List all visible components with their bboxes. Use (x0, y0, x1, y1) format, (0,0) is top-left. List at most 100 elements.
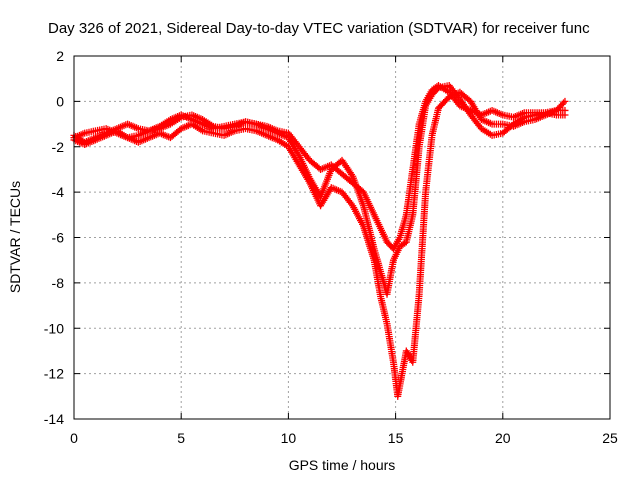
data-point-run (72, 130, 87, 141)
data-point-run (422, 134, 436, 194)
data-point-run (360, 224, 377, 262)
data-point-run (378, 226, 390, 244)
data-point-run (349, 174, 367, 208)
x-tick-label: 15 (388, 430, 404, 446)
data-point-run (233, 119, 248, 130)
data-point-run (403, 168, 416, 217)
data-point (561, 97, 569, 105)
data-point-run (409, 145, 423, 217)
x-axis-label: GPS time / hours (289, 457, 396, 473)
data-point-run (125, 134, 140, 145)
data-point-run (168, 114, 183, 127)
data-point-run (371, 258, 384, 298)
data-point-run (200, 117, 216, 129)
data-point-run (222, 128, 237, 139)
data-point-run (340, 171, 355, 186)
data-point-run (136, 128, 151, 139)
data-point-run (276, 137, 291, 150)
data-point-run (158, 121, 173, 132)
data-point-run (479, 116, 494, 127)
data-point-run (254, 128, 269, 139)
data-point-run (286, 145, 302, 167)
y-tick-label: -2 (52, 139, 65, 155)
y-axis-label: SDTVAR / TECUs (7, 181, 23, 293)
data-point-run (429, 106, 442, 137)
data-point-run (468, 99, 484, 122)
y-tick-label: -4 (52, 184, 65, 200)
data-point-run (383, 322, 397, 364)
y-tick-label: 2 (56, 48, 64, 64)
data-point-run (286, 131, 302, 149)
y-tick-label: -12 (44, 366, 64, 382)
data-point-run (360, 190, 377, 217)
data-point-run (72, 137, 87, 148)
x-tick-label: 5 (177, 430, 185, 446)
y-tick-label: -14 (44, 411, 64, 427)
grid (74, 56, 610, 419)
data-point-run (377, 295, 390, 326)
data-point-run (554, 99, 567, 113)
data-point-run (415, 190, 429, 296)
data-point-run (371, 247, 384, 273)
data-point-run (511, 119, 526, 130)
data-point-run (254, 121, 269, 132)
y-tick-label: -6 (52, 230, 65, 246)
data-point-run (391, 235, 403, 251)
data-point-run (115, 121, 130, 132)
data-point-run (457, 97, 473, 117)
data-point-run (511, 110, 526, 120)
data-point-run (398, 239, 409, 249)
y-tick-label: -10 (44, 320, 64, 336)
x-tick-label: 0 (70, 430, 78, 446)
data-point-run (416, 104, 429, 149)
data-point-run (397, 213, 410, 239)
data-point-run (125, 121, 140, 132)
data-point-run (318, 185, 334, 208)
data-point-run (533, 112, 548, 123)
data-point-run (265, 125, 280, 136)
data-point-run (179, 121, 194, 132)
data-point (561, 106, 569, 114)
x-tick-label: 10 (281, 430, 297, 446)
data-point-run (429, 85, 441, 97)
data-point-run (93, 132, 108, 143)
chart-title: Day 326 of 2021, Sidereal Day-to-day VTE… (48, 20, 590, 37)
data-point-run (468, 113, 484, 131)
data-point-run (555, 111, 567, 119)
data-point-run (265, 132, 280, 143)
data-point-run (360, 204, 378, 251)
data-point-run (190, 112, 205, 123)
data-point-run (190, 121, 205, 134)
data-point-run (544, 107, 559, 118)
data-point-run (317, 167, 334, 199)
data-point-run (115, 128, 130, 140)
data-point-run (297, 145, 312, 163)
data-point-run (307, 181, 324, 208)
data-point-run (409, 122, 423, 171)
data-points (70, 81, 569, 400)
data-point-run (479, 107, 494, 118)
data-point-run (490, 107, 505, 118)
data-point-run (403, 213, 416, 244)
data-point-run (394, 372, 406, 398)
x-tick-label: 20 (495, 430, 511, 446)
data-point-run (168, 126, 184, 140)
data-point-run (136, 134, 151, 145)
data-point-run (436, 94, 452, 111)
data-point-run (383, 258, 397, 296)
data-point-run (458, 90, 473, 104)
data-point-run (296, 163, 313, 185)
data-point-run (286, 136, 302, 158)
data-point-run (479, 126, 494, 138)
data-point-run (296, 154, 313, 181)
x-tick-label: 25 (602, 430, 618, 446)
data-point-run (339, 158, 355, 178)
data-point-run (190, 116, 205, 127)
data-point-run (350, 204, 366, 228)
data-point-run (339, 190, 355, 208)
series-track-c (70, 88, 569, 400)
data-point-run (329, 184, 344, 195)
data-point-run (409, 292, 423, 364)
